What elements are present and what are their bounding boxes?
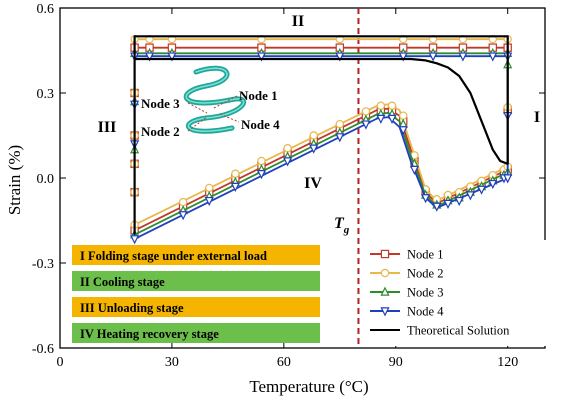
x-axis-label: Temperature (°C) [249,377,368,396]
stage-box-label: II Cooling stage [80,275,165,289]
series-marker [204,196,214,207]
inset-label-node2: Node 2 [141,124,180,139]
series-marker [387,114,397,124]
series-marker [488,52,498,62]
series-node-3 [130,47,513,239]
legend-entry-label: Node 4 [407,305,444,319]
series-marker [376,114,386,124]
series-marker [256,52,267,62]
series-marker [421,194,431,204]
series-marker [335,119,345,129]
series-node-2 [130,34,512,229]
series-marker [398,126,408,136]
series-marker [432,202,442,212]
inset-label-node1: Node 1 [239,88,278,103]
stage-numeral-iv: IV [304,175,322,192]
stage-box [72,297,320,317]
series-marker [458,52,468,62]
series-marker [454,196,464,207]
series-marker [399,111,408,120]
stage-box-label: I Folding stage under external load [80,249,267,263]
stage-box [72,271,320,291]
series-marker [257,156,266,166]
series-marker [398,52,408,62]
series-marker [167,52,177,62]
y-tick-label: -0.6 [32,342,54,357]
series-marker [477,185,487,195]
series-marker [256,170,267,180]
stage-box [72,323,320,343]
series-marker [130,235,140,245]
series-marker [144,52,155,62]
series-marker [488,179,498,190]
series-marker [503,174,513,184]
x-tick-label: 60 [277,355,291,370]
series-line [133,35,509,235]
series-marker [443,199,453,209]
legend-entry-label: Theoretical Solution [407,324,510,338]
inset-label-node4: Node 4 [241,117,280,132]
y-axis-label: Strain (%) [5,145,24,215]
series-marker [205,183,214,193]
series-marker [465,191,475,201]
series-layer [130,34,513,245]
series-marker [380,286,390,296]
series-node-4 [130,52,513,245]
spring-inset-illustration [183,65,247,134]
tg-label: Tg [334,215,350,236]
series-marker [283,157,293,167]
series-theoretical-solution [133,35,509,235]
y-tick-label: 0.3 [37,87,55,102]
stage-numeral-ii: II [292,13,304,30]
inset-label-node3: Node 3 [141,96,180,111]
axis-tick-labels: 0 30 60 90 120 -0.6 -0.3 0.0 0.3 0.6 [32,2,518,370]
series-marker [409,165,419,175]
series-marker [178,211,188,221]
series-marker [335,52,345,62]
stage-numeral-i: I [534,109,540,126]
x-tick-label: 90 [389,355,403,370]
series-marker [283,144,292,153]
x-tick-label: 0 [57,355,64,370]
tg-label-sub: g [343,224,350,236]
series-marker [309,131,318,140]
series-marker [380,249,390,259]
series-marker [428,52,438,62]
series-marker [387,101,397,110]
x-tick-label: 30 [165,355,179,370]
series-marker [361,107,371,116]
series-marker [361,120,371,130]
stage-numeral-iii: III [98,119,117,136]
series-line [133,52,509,236]
series-legend: Node 1 Node 2 Node 3 Node 4 Theoretical Solu… [362,240,552,346]
tg-label-main: T [334,215,345,232]
legend-entry-label: Node 3 [407,286,443,300]
series-marker [309,144,319,154]
legend-entry-label: Node 1 [407,248,443,262]
series-marker [335,133,345,143]
y-tick-label: 0.6 [37,2,55,17]
stage-box-label: III Unloading stage [80,301,184,315]
stage-legend-boxes: I Folding stage under external load II Co… [72,245,320,343]
series-marker [380,268,390,278]
series-marker [380,307,390,317]
series-line [133,55,509,240]
series-marker [376,101,386,110]
series-marker [178,197,188,207]
y-tick-label: -0.3 [32,257,54,272]
stage-box-label: IV Heating recovery stage [80,327,219,341]
x-tick-label: 120 [497,355,518,370]
y-tick-label: 0.0 [37,172,55,187]
stage-box [72,245,320,265]
legend-entry-label: Node 2 [407,267,443,281]
series-marker [230,182,240,192]
series-marker [231,169,240,178]
